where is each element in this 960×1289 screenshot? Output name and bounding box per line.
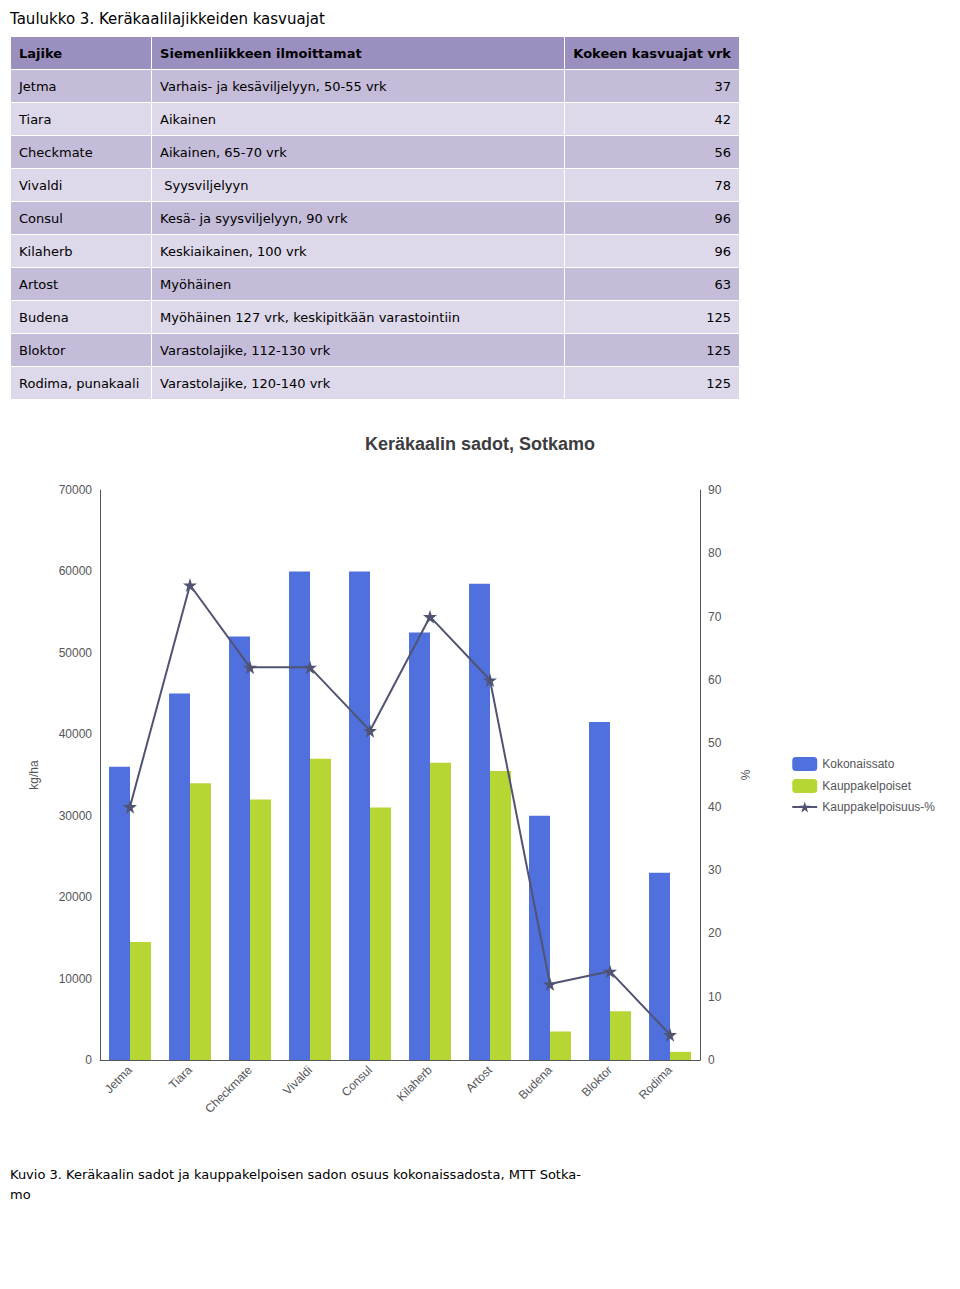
html-text:Varhais- ja kesäviljelyyn, 50-: Varhais- ja kesäviljelyyn, 50-55 vrk xyxy=(160,78,387,94)
html-text:Artost: Artost xyxy=(19,276,59,292)
svg-text:20000: 20000 xyxy=(59,890,93,904)
svg-text:80: 80 xyxy=(708,546,722,560)
html-text:Vivaldi: Vivaldi xyxy=(19,177,63,193)
svg-text:Artost: Artost xyxy=(463,1063,496,1096)
html-text:63: 63 xyxy=(714,276,731,292)
svg-text:40000: 40000 xyxy=(59,727,93,741)
svg-text:70: 70 xyxy=(708,610,722,624)
svg-text:Kokonaissato: Kokonaissato xyxy=(822,757,894,771)
html-text:96: 96 xyxy=(714,210,731,226)
svg-text:Keräkaalin sadot, Sotkamo: Keräkaalin sadot, Sotkamo xyxy=(365,434,595,454)
html-text:78: 78 xyxy=(714,177,731,193)
html-text:Siemenliikkeen ilmoittamat: Siemenliikkeen ilmoittamat xyxy=(160,45,362,61)
html-text:Bloktor: Bloktor xyxy=(19,342,66,358)
html-text:Jetma: Jetma xyxy=(19,78,57,94)
html-text:125: 125 xyxy=(706,342,731,358)
svg-text:%: % xyxy=(739,769,753,780)
html-text:Rodima, punakaali: Rodima, punakaali xyxy=(19,375,140,391)
svg-text:Jetma: Jetma xyxy=(102,1063,135,1096)
html-text:mo: mo xyxy=(10,1187,31,1202)
svg-text:10000: 10000 xyxy=(59,972,93,986)
svg-text:kg/ha: kg/ha xyxy=(27,760,41,790)
svg-text:40: 40 xyxy=(708,800,722,814)
html-text:Kesä- ja syysviljelyyn, 90 vrk: Kesä- ja syysviljelyyn, 90 vrk xyxy=(160,210,348,226)
html-text:Varastolajike, 120-140 vrk: Varastolajike, 120-140 vrk xyxy=(160,375,331,391)
html-text:125: 125 xyxy=(706,375,731,391)
svg-text:20: 20 xyxy=(708,926,722,940)
svg-text:60: 60 xyxy=(708,673,722,687)
svg-text:Kauppakelpoisuus-%: Kauppakelpoisuus-% xyxy=(822,800,935,814)
svg-text:Bloktor: Bloktor xyxy=(579,1063,615,1099)
html-text:Aikainen, 65-70 vrk: Aikainen, 65-70 vrk xyxy=(160,144,287,160)
html-text:Myöhäinen: Myöhäinen xyxy=(160,276,232,292)
html-text:96: 96 xyxy=(714,243,731,259)
html-text:Syysviljelyyn: Syysviljelyyn xyxy=(160,177,249,193)
svg-text:Tiara: Tiara xyxy=(166,1063,195,1092)
html-text:Varastolajike, 112-130 vrk: Varastolajike, 112-130 vrk xyxy=(160,342,331,358)
html-text:Consul: Consul xyxy=(19,210,63,226)
svg-text:Consul: Consul xyxy=(339,1063,375,1099)
html-text:Kokeen kasvuajat vrk: Kokeen kasvuajat vrk xyxy=(573,45,731,61)
html-text:37: 37 xyxy=(714,78,731,94)
html-text:42: 42 xyxy=(714,111,731,127)
svg-text:Rodima: Rodima xyxy=(636,1063,675,1102)
svg-text:0: 0 xyxy=(85,1053,92,1067)
svg-text:10: 10 xyxy=(708,990,722,1004)
svg-text:Budena: Budena xyxy=(516,1063,555,1102)
svg-text:30: 30 xyxy=(708,863,722,877)
svg-text:Kilaherb: Kilaherb xyxy=(394,1063,435,1104)
html-text:Myöhäinen 127 vrk, keskipitkää: Myöhäinen 127 vrk, keskipitkään varastoi… xyxy=(160,309,460,325)
html-text:Budena: Budena xyxy=(19,309,69,325)
html-text:Aikainen: Aikainen xyxy=(160,111,216,127)
svg-text:70000: 70000 xyxy=(59,483,93,497)
svg-text:0: 0 xyxy=(708,1053,715,1067)
svg-text:Vivaldi: Vivaldi xyxy=(280,1063,315,1098)
svg-text:90: 90 xyxy=(708,483,722,497)
html-text:125: 125 xyxy=(706,309,731,325)
html-text:Lajike: Lajike xyxy=(19,45,63,61)
html-text:Kilaherb: Kilaherb xyxy=(19,243,73,259)
html-text:Taulukko 3. Keräkaalilajikkeid: Taulukko 3. Keräkaalilajikkeiden kasvuaj… xyxy=(10,10,325,28)
svg-text:30000: 30000 xyxy=(59,809,93,823)
svg-text:50000: 50000 xyxy=(59,646,93,660)
svg-text:60000: 60000 xyxy=(59,564,93,578)
svg-text:50: 50 xyxy=(708,736,722,750)
html-text:Kuvio 3. Keräkaalin sadot ja k: Kuvio 3. Keräkaalin sadot ja kauppakelpo… xyxy=(10,1167,581,1182)
html-text:56: 56 xyxy=(714,144,731,160)
svg-text:Kauppakelpoiset: Kauppakelpoiset xyxy=(822,779,911,793)
html-text:Checkmate: Checkmate xyxy=(19,144,93,160)
svg-text:Checkmate: Checkmate xyxy=(202,1063,255,1116)
html-text:Tiara: Tiara xyxy=(19,111,52,127)
html-text:Keskiaikainen, 100 vrk: Keskiaikainen, 100 vrk xyxy=(160,243,307,259)
